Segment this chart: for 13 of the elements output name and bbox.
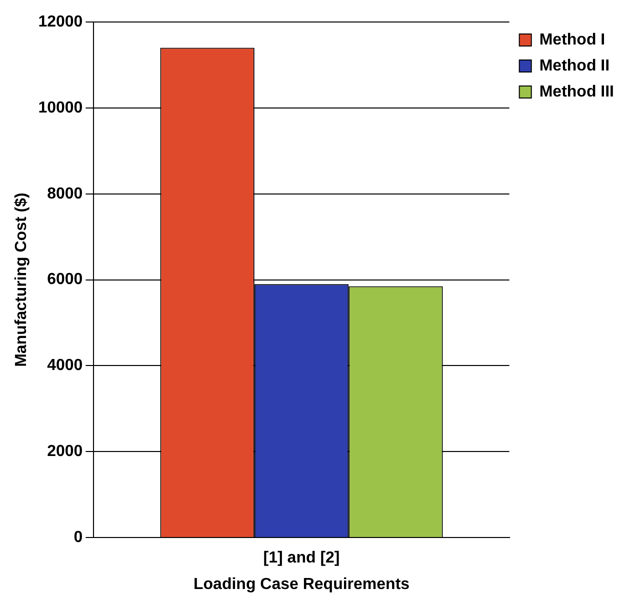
y-axis-title: Manufacturing Cost ($) — [13, 192, 30, 367]
x-axis-title: Loading Case Requirements — [193, 576, 410, 593]
x-tick-label: [1] and [2] — [263, 550, 340, 567]
y-tick-label: 4000 — [47, 357, 83, 374]
y-tick-label: 6000 — [47, 271, 83, 288]
y-tick-label: 12000 — [38, 13, 83, 30]
y-tick-label: 8000 — [47, 185, 83, 202]
y-tick-label: 10000 — [38, 99, 83, 116]
y-tick-label: 0 — [74, 529, 83, 546]
legend-label: Method I — [539, 31, 606, 48]
y-tick-label: 2000 — [47, 443, 83, 460]
legend-label: Method III — [539, 83, 614, 100]
legend-label: Method II — [539, 57, 610, 74]
